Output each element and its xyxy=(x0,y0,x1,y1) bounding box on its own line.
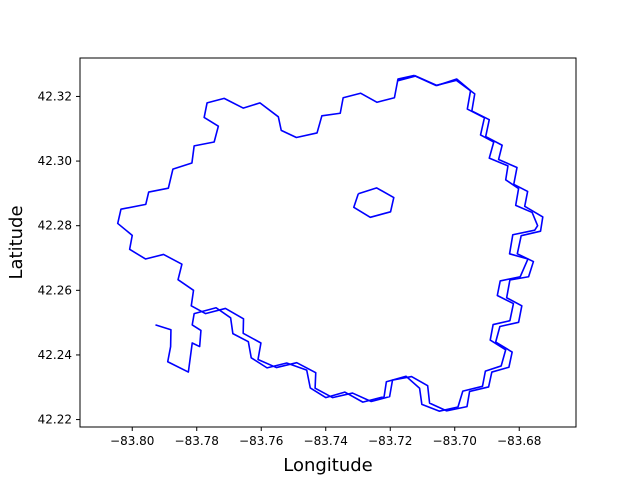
x-tick-label: −83.74 xyxy=(304,434,348,448)
plot-frame xyxy=(79,57,577,428)
x-tick-label: −83.70 xyxy=(433,434,477,448)
series-line-2 xyxy=(116,74,544,412)
x-tick-label: −83.80 xyxy=(110,434,154,448)
x-axis-label: Longitude xyxy=(283,455,373,476)
y-tick-label: 42.26 xyxy=(38,283,72,297)
x-axis: −83.80 −83.78 −83.76 −83.74 −83.72 −83.70 −83.… xyxy=(110,427,541,448)
series-line-1 xyxy=(155,74,539,412)
y-tick-label: 42.30 xyxy=(38,154,72,168)
y-tick-label: 42.32 xyxy=(38,89,72,103)
series-line-3 xyxy=(352,187,395,219)
y-axis: 42.22 42.24 42.26 42.28 42.30 42.32 xyxy=(38,89,80,427)
x-tick-label: −83.78 xyxy=(175,434,219,448)
x-tick-label: −83.76 xyxy=(239,434,283,448)
y-tick-label: 42.22 xyxy=(38,413,72,427)
x-tick-label: −83.68 xyxy=(497,434,541,448)
x-tick-label: −83.72 xyxy=(368,434,412,448)
series-layer xyxy=(116,74,544,412)
y-axis-label: Latitude xyxy=(6,205,27,279)
y-tick-label: 42.28 xyxy=(38,219,72,233)
y-tick-label: 42.24 xyxy=(38,348,72,362)
